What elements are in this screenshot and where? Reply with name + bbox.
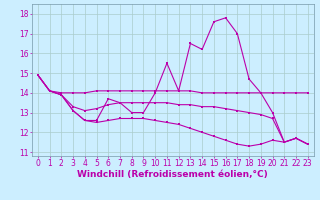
X-axis label: Windchill (Refroidissement éolien,°C): Windchill (Refroidissement éolien,°C) [77, 170, 268, 179]
